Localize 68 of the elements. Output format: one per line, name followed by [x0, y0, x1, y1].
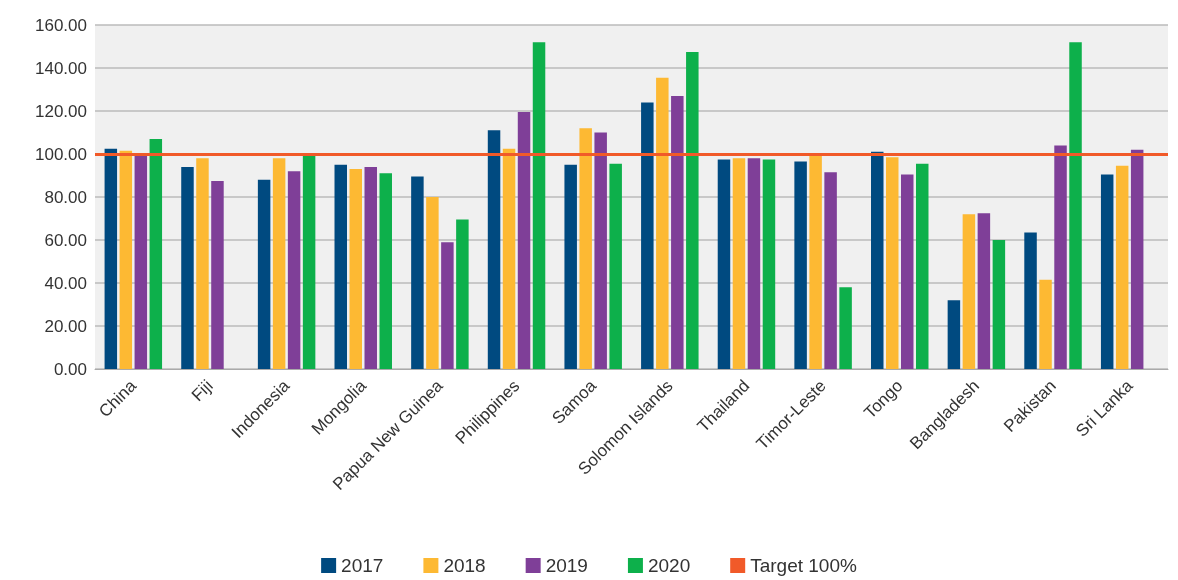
bar — [349, 169, 362, 369]
y-tick-label: 40.00 — [44, 273, 87, 293]
bar — [456, 219, 469, 369]
y-tick-label: 60.00 — [44, 230, 87, 250]
bar — [762, 159, 776, 369]
bar — [211, 180, 224, 369]
bar — [532, 42, 546, 369]
bar — [1069, 42, 1082, 369]
bar — [609, 163, 622, 369]
bar — [656, 77, 669, 369]
bar — [1024, 232, 1037, 369]
bar — [487, 130, 501, 369]
bar — [594, 132, 607, 369]
bar — [809, 154, 822, 369]
bar — [411, 176, 424, 369]
bar — [272, 158, 286, 369]
bar — [502, 148, 516, 369]
x-tick-label: Fiji — [187, 376, 217, 406]
y-tick-label: 80.00 — [44, 187, 87, 207]
bar — [717, 159, 731, 369]
legend-label: 2020 — [647, 555, 691, 576]
bar — [794, 161, 807, 369]
bar — [441, 242, 454, 369]
bar — [886, 157, 899, 369]
bar — [916, 163, 929, 369]
bar — [287, 171, 301, 369]
bar — [149, 138, 163, 369]
bar — [564, 164, 577, 369]
bar — [1054, 145, 1067, 369]
bar — [104, 148, 118, 369]
bar — [641, 102, 654, 369]
legend-label: Target 100% — [750, 555, 857, 576]
y-tick-label: 100.00 — [35, 144, 87, 164]
y-tick-label: 120.00 — [35, 101, 87, 121]
bar — [334, 164, 348, 369]
bar — [426, 197, 439, 369]
bar — [1115, 165, 1129, 369]
bar — [871, 151, 884, 369]
bar — [962, 214, 976, 369]
y-tick-label: 0.00 — [53, 359, 87, 379]
bar — [196, 158, 209, 369]
y-tick-label: 20.00 — [44, 316, 87, 336]
legend-label: 2017 — [341, 555, 384, 576]
y-tick-label: 160.00 — [35, 15, 87, 35]
bar — [379, 173, 392, 369]
bar — [1130, 149, 1144, 369]
bar — [824, 172, 837, 369]
bar — [1100, 174, 1114, 369]
bar — [947, 300, 961, 369]
legend-label: 2019 — [545, 555, 588, 576]
bar — [901, 174, 914, 369]
bar — [517, 112, 531, 369]
bar — [839, 287, 852, 369]
bar — [257, 179, 271, 369]
bar — [181, 166, 194, 369]
bar — [302, 154, 316, 369]
bar — [992, 240, 1006, 369]
bar — [747, 158, 761, 369]
bar — [364, 166, 377, 369]
bar — [579, 128, 592, 369]
bar — [686, 51, 699, 369]
bar — [671, 95, 684, 369]
bar — [1039, 279, 1052, 369]
bar — [732, 158, 746, 369]
bar — [977, 213, 991, 369]
legend-label: 2018 — [443, 555, 486, 576]
y-tick-label: 140.00 — [35, 58, 87, 78]
bar — [119, 150, 133, 369]
